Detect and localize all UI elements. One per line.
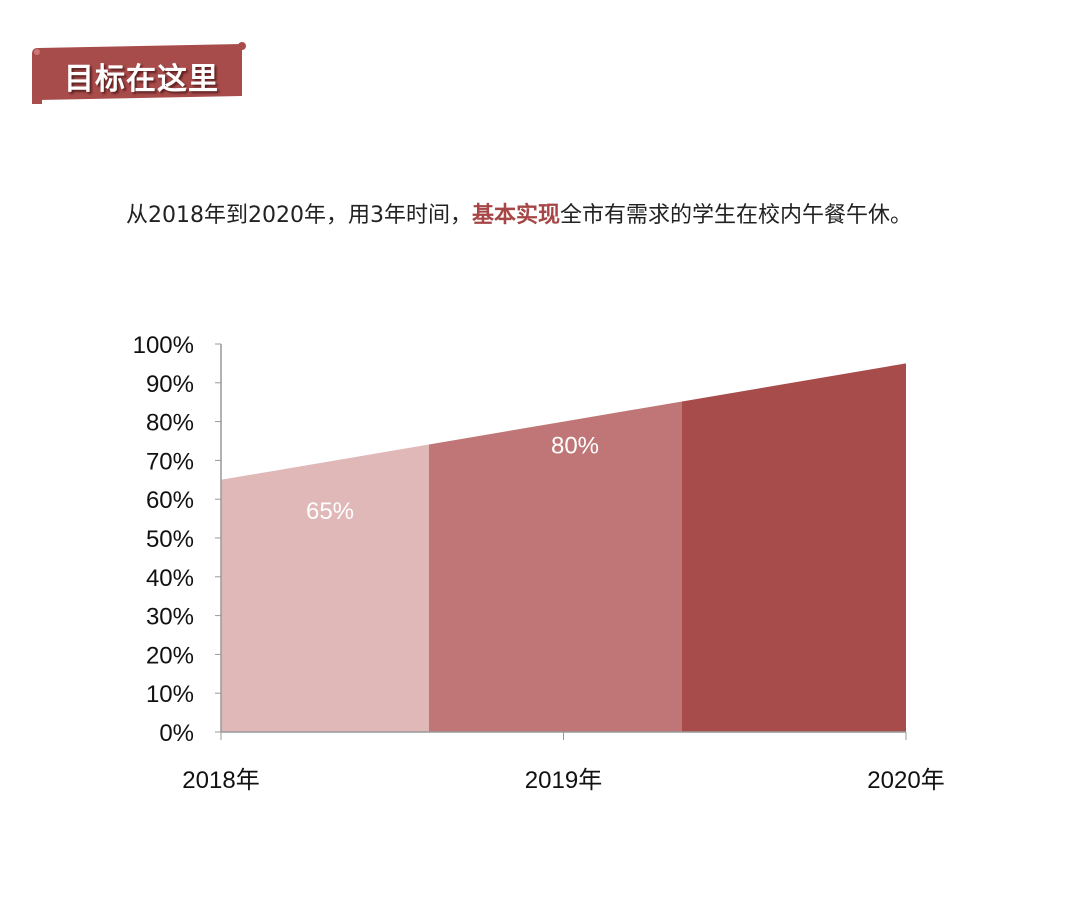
y-tick-label: 30%: [146, 604, 194, 631]
intro-before: 从2018年到2020年，用3年时间，: [126, 203, 472, 228]
y-tick-label: 40%: [146, 565, 194, 592]
intro-text: 从2018年到2020年，用3年时间，基本实现全市有需求的学生在校内午餐午休。: [126, 192, 1006, 240]
intro-highlight: 基本实现: [471, 203, 560, 228]
y-tick-label: 10%: [146, 681, 194, 708]
y-tick-label: 70%: [146, 448, 194, 475]
y-tick-label: 60%: [146, 487, 194, 514]
data-label: 65%: [306, 498, 354, 525]
area-band-2019年: [429, 401, 682, 732]
data-label: 95%: [796, 352, 844, 379]
y-tick-label: 90%: [146, 371, 194, 398]
x-tick-label: 2019年: [525, 767, 602, 794]
y-tick-label: 20%: [146, 642, 194, 669]
area-band-2018年: [221, 444, 429, 732]
y-tick-label: 100%: [133, 332, 194, 359]
y-tick-label: 50%: [146, 526, 194, 553]
title-banner: [32, 42, 246, 104]
banner-title: 目标在这里: [64, 62, 219, 97]
area-band-2020年: [682, 363, 906, 732]
x-tick-label: 2018年: [182, 767, 259, 794]
intro-after: 全市有需求的学生在校内午餐午休。: [560, 203, 913, 228]
y-tick-label: 0%: [159, 720, 194, 747]
y-tick-label: 80%: [146, 410, 194, 437]
x-tick-label: 2020年: [867, 767, 944, 794]
data-label: 80%: [551, 433, 599, 460]
